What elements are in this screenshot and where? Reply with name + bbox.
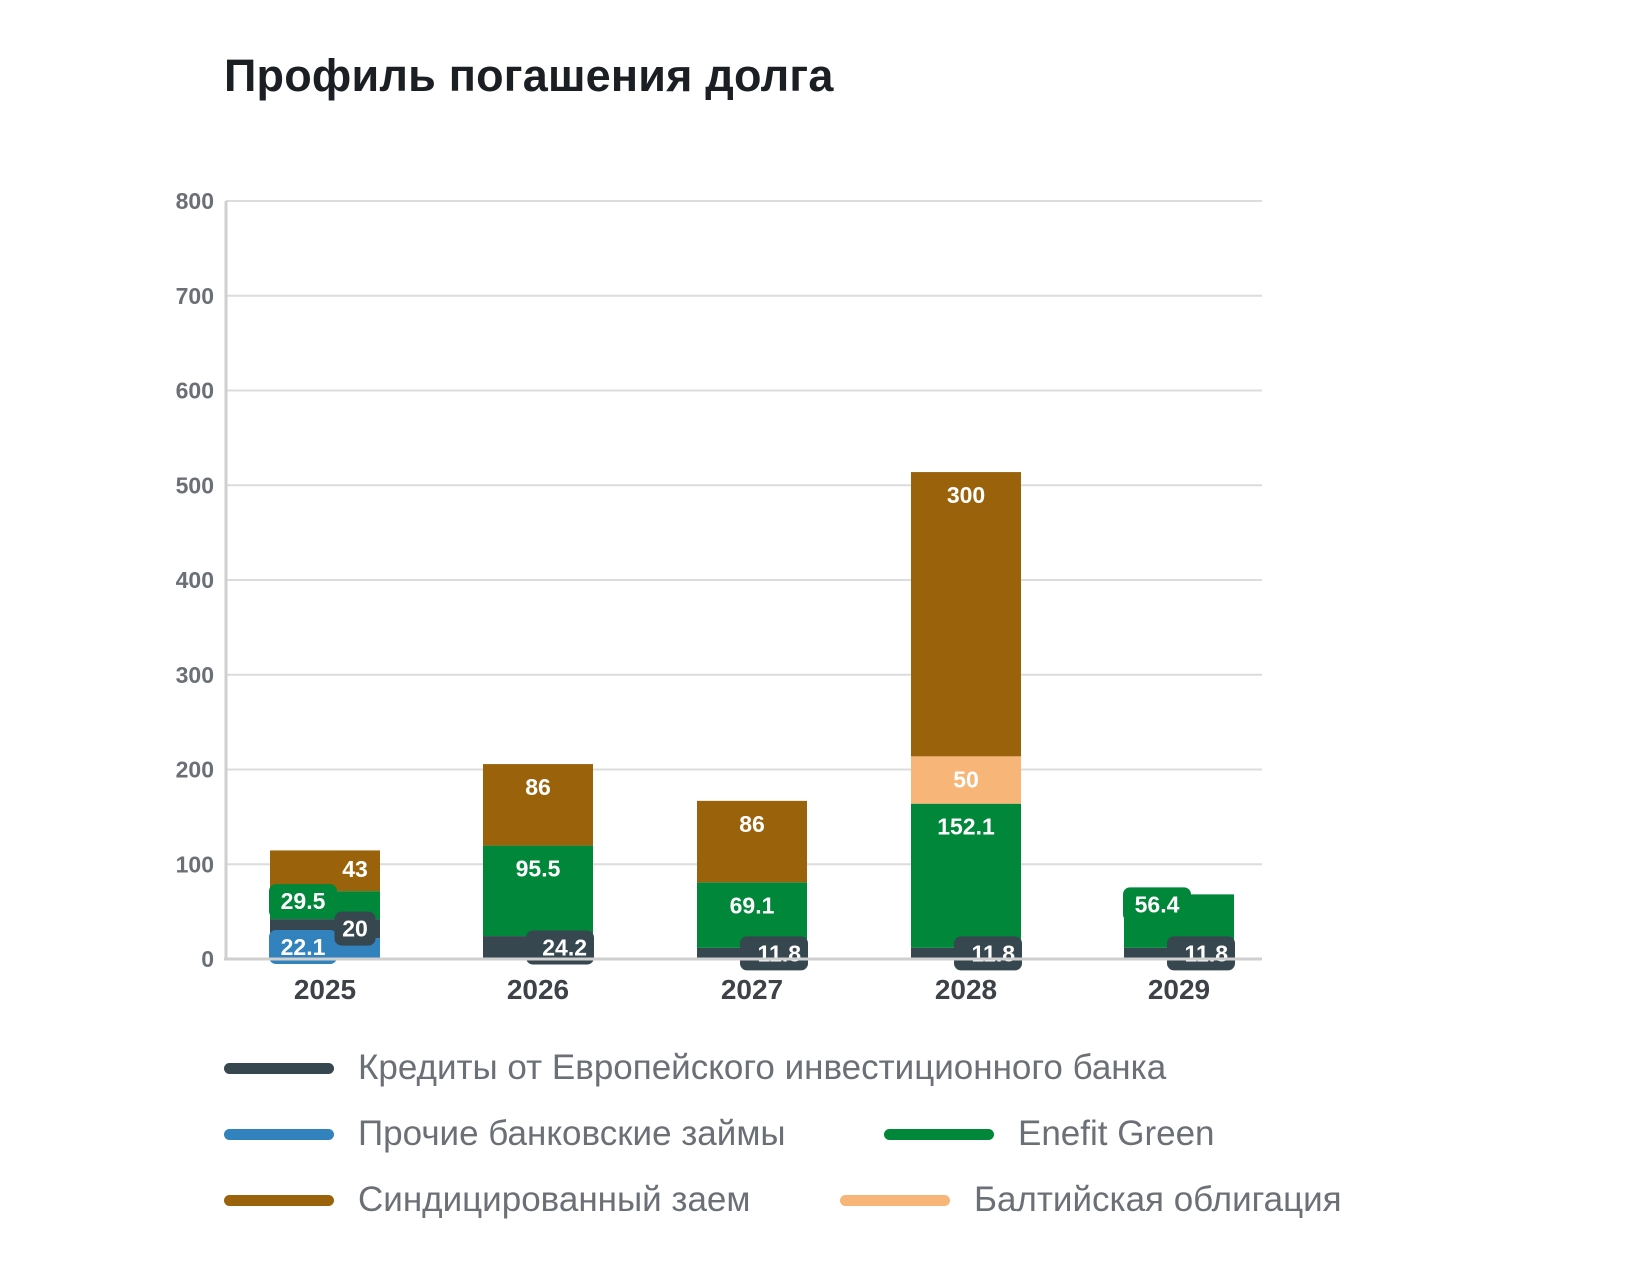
legend-label: Синдицированный заем — [358, 1180, 751, 1219]
legend-swatch — [224, 1128, 334, 1140]
x-tick-label: 2028 — [935, 974, 997, 1005]
y-tick-label: 500 — [176, 472, 214, 498]
legend-swatch — [840, 1194, 950, 1206]
stacked-bar-chart: 22.1 20 29.5 43 24.2 95.5 86 11.8 69.1 86 11.8 152.… — [176, 188, 1262, 1005]
data-label-badge — [1167, 936, 1235, 971]
data-label: 86 — [525, 774, 551, 800]
legend-swatch — [884, 1128, 994, 1140]
bar-segment — [911, 756, 1021, 804]
data-label-badge — [954, 936, 1022, 971]
data-label: 50 — [953, 766, 979, 792]
bar-segment — [911, 472, 1021, 757]
chart-title: Профиль погашения долга — [224, 50, 834, 101]
legend-label: Enefit Green — [1018, 1114, 1215, 1153]
y-tick-label: 100 — [176, 851, 214, 877]
x-tick-label: 2029 — [1148, 974, 1210, 1005]
data-label: 22.1 — [281, 934, 326, 960]
bar-segment — [483, 764, 593, 846]
data-label-badge — [526, 930, 594, 965]
legend-item-enefit-green[interactable]: Enefit Green — [884, 1114, 1215, 1154]
legend-item-baltic-bond[interactable]: Балтийская облигация — [840, 1180, 1342, 1220]
data-label-badge — [740, 936, 808, 971]
x-tick-label: 2025 — [294, 974, 356, 1005]
legend-swatch — [224, 1062, 334, 1074]
y-tick-label: 400 — [176, 567, 214, 593]
data-label: 29.5 — [281, 888, 326, 914]
data-label-badge — [334, 851, 376, 886]
legend-item-other-bank-loans[interactable]: Прочие банковские займы — [224, 1114, 786, 1154]
legend-item-eib-loans[interactable]: Кредиты от Европейского инвестиционного … — [224, 1048, 1166, 1088]
bar-segment — [911, 803, 1021, 948]
data-label: 11.8 — [758, 940, 802, 966]
y-tick-label: 700 — [176, 283, 214, 309]
legend-item-syndicated-loan[interactable]: Синдицированный заем — [224, 1180, 750, 1220]
data-label: 86 — [739, 811, 765, 837]
y-tick-label: 0 — [201, 946, 214, 972]
y-tick-label: 800 — [176, 188, 214, 214]
data-label: 43 — [342, 856, 368, 882]
data-label: 69.1 — [730, 892, 775, 918]
x-tick-label: 2027 — [721, 974, 783, 1005]
data-label: 95.5 — [516, 856, 561, 882]
data-label: 152.1 — [937, 814, 995, 840]
bar-segment — [697, 800, 807, 883]
gridlines — [226, 200, 1262, 866]
legend-label: Прочие банковские займы — [358, 1114, 786, 1153]
data-labels: 22.1 20 29.5 43 24.2 95.5 86 11.8 69.1 86 11.8 152.… — [269, 482, 1235, 971]
data-label-badge — [269, 884, 337, 919]
y-tick-label: 200 — [176, 757, 214, 783]
bars — [270, 472, 1234, 959]
data-label: 24.2 — [542, 935, 587, 961]
bar-segment — [483, 845, 593, 937]
data-label: 20 — [342, 916, 368, 942]
legend-label: Балтийская облигация — [974, 1180, 1342, 1219]
data-label: 11.8 — [1185, 940, 1229, 966]
data-label: 56.4 — [1135, 891, 1180, 917]
legend-label: Кредиты от Европейского инвестиционного … — [358, 1048, 1167, 1087]
data-label: 11.8 — [972, 940, 1016, 966]
y-tick-label: 600 — [176, 378, 214, 404]
legend-swatch — [224, 1194, 334, 1206]
x-tick-label: 2026 — [507, 974, 569, 1005]
y-tick-label: 300 — [176, 662, 214, 688]
data-label-badge — [1123, 887, 1191, 922]
data-label: 300 — [947, 482, 985, 508]
data-label-badge — [334, 911, 376, 946]
data-label-badge — [269, 930, 337, 964]
